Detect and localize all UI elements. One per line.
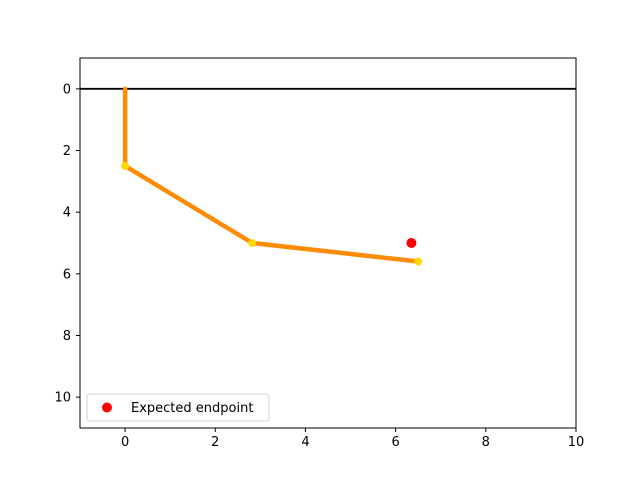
y-tick-label: 4 (63, 206, 71, 221)
x-tick-label: 8 (482, 435, 490, 450)
x-tick-label: 0 (121, 435, 129, 450)
y-tick-label: 10 (54, 391, 71, 406)
x-tick-label: 2 (211, 435, 219, 450)
axes-frame (79, 57, 577, 429)
arm-segment (122, 163, 255, 246)
plot-area (80, 86, 576, 266)
x-tick-label: 4 (301, 435, 309, 450)
legend-box (86, 393, 270, 422)
legend: Expected endpoint (86, 393, 270, 422)
y-tick-label: 2 (63, 144, 71, 159)
axis-ticks: 0 2 4 6 8 10 0 2 4 6 8 10 (54, 82, 584, 450)
arm-joint (248, 239, 257, 247)
legend-label-expected-endpoint: Expected endpoint (131, 401, 253, 416)
y-tick-label: 0 (63, 82, 71, 97)
x-tick-label: 6 (391, 435, 399, 450)
legend-marker-expected-endpoint (102, 402, 112, 413)
arm-joint (414, 257, 423, 266)
arm-joint (121, 161, 130, 170)
arm-segment (249, 240, 421, 264)
x-tick-label: 10 (568, 435, 585, 450)
y-tick-label: 8 (63, 329, 71, 344)
y-tick-label: 6 (63, 267, 71, 282)
expected-endpoint-point (406, 238, 417, 248)
